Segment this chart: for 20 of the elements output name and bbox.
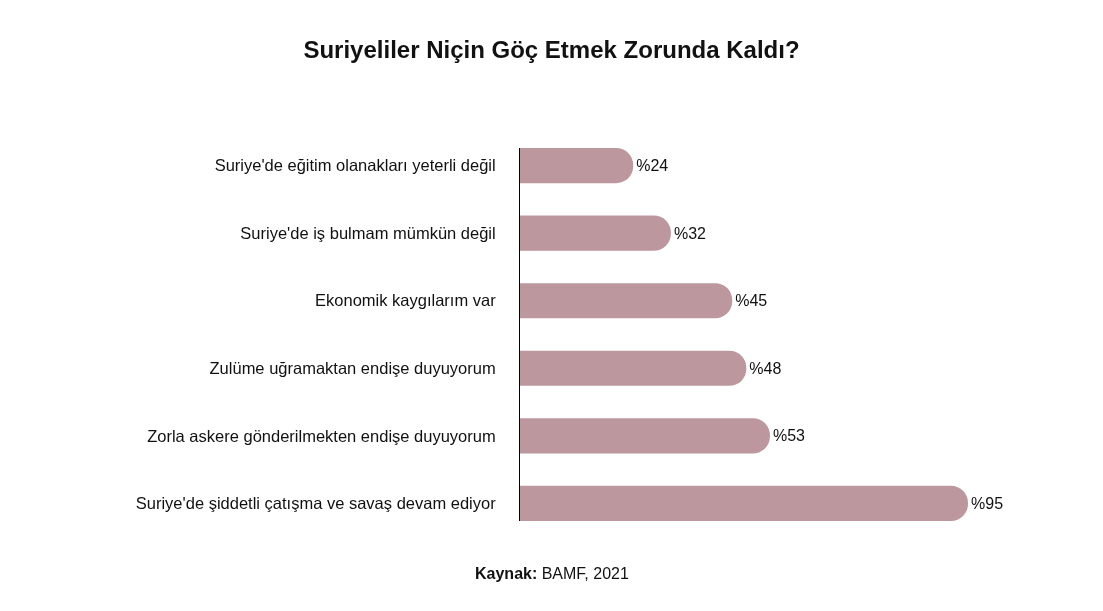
y-tick-label: Suriye'de iş bulmam mümkün değil (240, 223, 496, 242)
y-tick-label: Suriye'de eğitim olanakları yeterli değil (214, 156, 496, 175)
bar (520, 215, 671, 251)
y-tick-label: Zulüme uğramaktan endişe duyuyorum (209, 359, 496, 378)
data-label: %48 (749, 359, 782, 377)
data-label: %53 (772, 427, 806, 445)
bar (520, 283, 733, 319)
bar (520, 148, 634, 184)
data-label: %45 (735, 292, 768, 310)
bar (520, 350, 747, 386)
bar (520, 418, 770, 454)
data-label: %32 (673, 224, 707, 242)
data-label: %95 (971, 494, 1004, 512)
text: Kaynak: BAMF, 2021 (475, 565, 629, 582)
data-label: %24 (636, 157, 669, 175)
y-tick-label: Ekonomik kaygılarım var (315, 291, 497, 310)
y-tick-label: Zorla askere gönderilmekten endişe duyuyorum (147, 426, 496, 445)
bar (520, 485, 968, 521)
y-tick-label: Suriye'de şiddetli çatışma ve savaş devam ediyor (135, 494, 497, 513)
chart-title: Suriyeliler Niçin Göç Etmek Zorunda Kaldı? (303, 36, 800, 64)
